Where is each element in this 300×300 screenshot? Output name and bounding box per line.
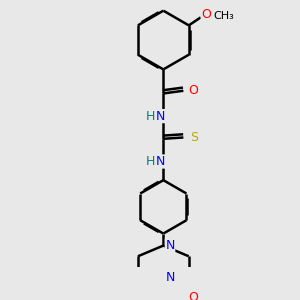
Text: CH₃: CH₃ [213,11,234,21]
Text: N: N [165,239,175,252]
Text: O: O [188,291,198,300]
Text: O: O [188,84,198,97]
Text: O: O [201,8,211,21]
Text: H: H [145,110,155,123]
Text: N: N [156,155,165,168]
Text: S: S [190,131,198,144]
Text: H: H [145,155,155,168]
Text: N: N [165,271,175,284]
Text: N: N [156,110,165,123]
